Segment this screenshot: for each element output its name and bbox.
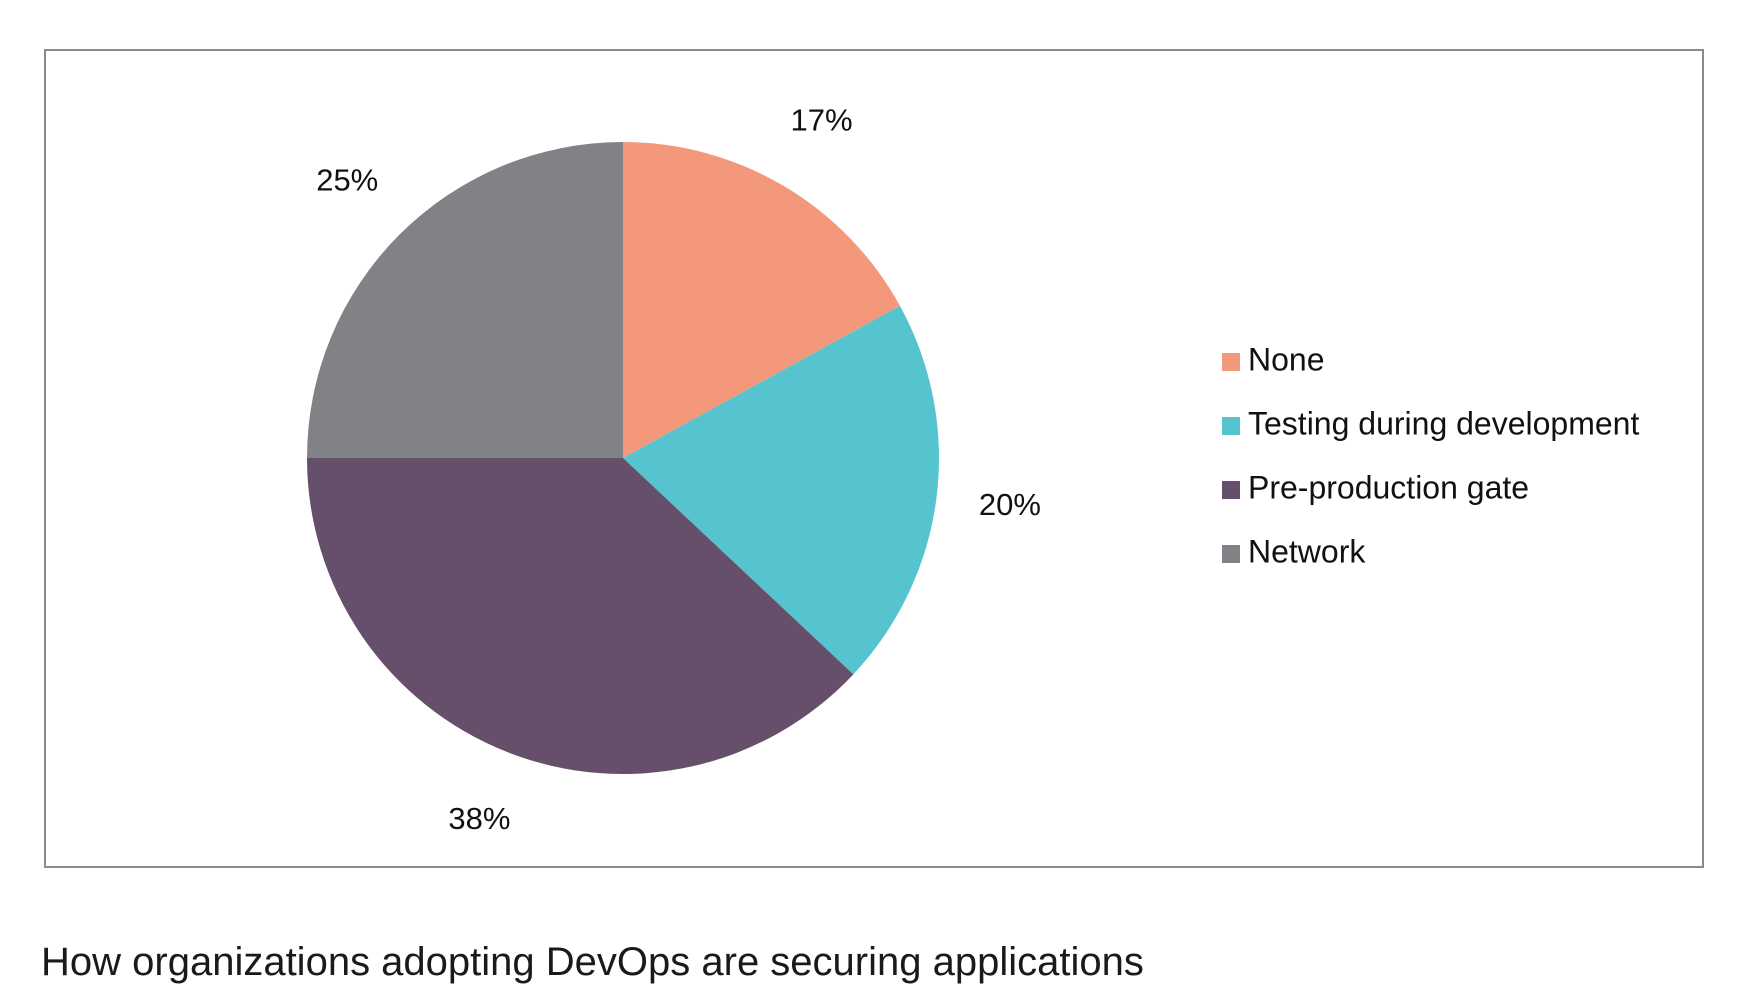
legend-item-network: Network — [1222, 533, 1366, 569]
legend-swatch — [1222, 481, 1240, 499]
legend-item-pre-production-gate: Pre-production gate — [1222, 469, 1529, 505]
legend-swatch — [1222, 417, 1240, 435]
data-label-none: 17% — [791, 102, 853, 137]
data-label-network: 25% — [316, 162, 378, 197]
legend-label: Pre-production gate — [1248, 469, 1529, 505]
legend-item-none: None — [1222, 341, 1325, 377]
pie — [307, 142, 939, 774]
legend: None Testing during development Pre-produc… — [1222, 341, 1639, 569]
data-label-pre-production-gate: 38% — [448, 801, 510, 836]
pie-slice-none — [623, 142, 900, 458]
pie-slice-network — [307, 142, 623, 458]
legend-label: None — [1248, 341, 1325, 377]
legend-item-testing-during-development: Testing during development — [1222, 405, 1639, 441]
data-label-testing-during-development: 20% — [979, 487, 1041, 522]
legend-label: Testing during development — [1248, 405, 1639, 441]
legend-swatch — [1222, 545, 1240, 563]
chart-frame — [44, 49, 1704, 868]
legend-label: Network — [1248, 533, 1366, 569]
pie-slice-pre-production-gate — [307, 458, 854, 774]
figure-caption: How organizations adopting DevOps are se… — [41, 940, 1144, 984]
data-labels: 17% 20% 38% 25% — [316, 102, 1041, 835]
legend-swatch — [1222, 353, 1240, 371]
pie-slice-testing-during-development — [623, 305, 939, 675]
